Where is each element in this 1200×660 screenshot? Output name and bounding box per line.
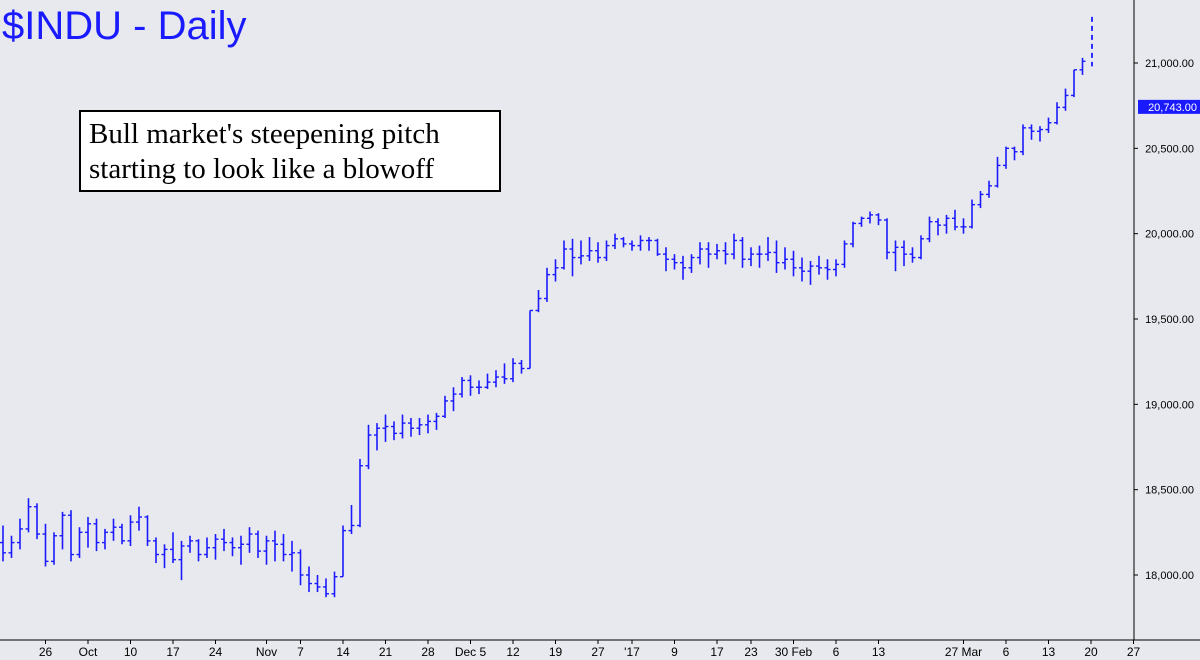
x-tick-label: 27	[1127, 645, 1141, 659]
last-price-tag	[1138, 99, 1200, 114]
x-tick-label: 27 Mar	[945, 645, 982, 659]
x-tick-label: Dec 5	[455, 645, 487, 659]
annotation-box: Bull market's steepening pitch starting …	[79, 110, 501, 192]
x-tick-label: 20	[1084, 645, 1098, 659]
x-tick-label: 7	[297, 645, 304, 659]
x-tick-label: 12	[506, 645, 520, 659]
last-price-label: 20,743.00	[1148, 102, 1197, 114]
y-tick-label: 21,000.00	[1145, 58, 1194, 70]
x-tick-label: 17	[710, 645, 724, 659]
x-tick-label: 6	[1003, 645, 1010, 659]
x-tick-label: '17	[624, 645, 640, 659]
x-tick-label: 19	[549, 645, 563, 659]
x-tick-label: 13	[872, 645, 886, 659]
x-tick-label: 9	[671, 645, 678, 659]
x-tick-label: 30 Feb	[775, 645, 813, 659]
x-tick-label: 13	[1042, 645, 1056, 659]
y-tick-label: 18,500.00	[1145, 485, 1194, 497]
y-tick-label: 19,000.00	[1145, 399, 1194, 411]
x-tick-label: 23	[744, 645, 758, 659]
annotation-line-2: starting to look like a blowoff	[89, 153, 434, 185]
x-tick-label: 27	[591, 645, 605, 659]
x-tick-label: Nov	[256, 645, 277, 659]
chart-title: $INDU - Daily	[2, 4, 247, 48]
x-tick-label: 26	[39, 645, 53, 659]
y-tick-label: 20,500.00	[1145, 143, 1194, 155]
x-tick-label: 28	[421, 645, 435, 659]
x-tick-label: 10	[124, 645, 138, 659]
y-tick-label: 20,000.00	[1145, 229, 1194, 241]
x-tick-label: Oct	[79, 645, 98, 659]
x-tick-label: 14	[336, 645, 350, 659]
x-tick-label: 24	[209, 645, 223, 659]
x-tick-label: 21	[379, 645, 393, 659]
x-tick-label: 6	[833, 645, 840, 659]
y-tick-label: 19,500.00	[1145, 314, 1194, 326]
annotation-line-1: Bull market's steepening pitch	[89, 118, 440, 150]
x-tick-label: 17	[166, 645, 180, 659]
y-tick-label: 18,000.00	[1145, 570, 1194, 582]
